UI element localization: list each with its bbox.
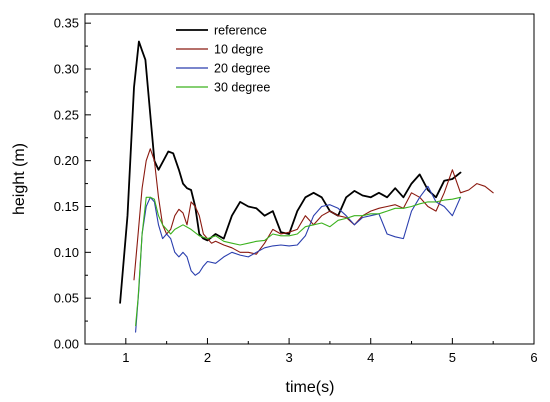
series-line-1 bbox=[119, 40, 462, 304]
y-tick-label: 0.30 bbox=[54, 62, 79, 77]
plot-frame bbox=[84, 13, 535, 345]
x-tick-label: 2 bbox=[204, 350, 211, 365]
y-tick-label: 0.05 bbox=[54, 291, 79, 306]
legend-label-2: 10 degre bbox=[214, 43, 263, 57]
y-tick-label: 0.10 bbox=[54, 245, 79, 260]
legend-label-1: reference bbox=[214, 24, 267, 38]
x-tick-label: 5 bbox=[449, 350, 456, 365]
x-tick-label: 1 bbox=[122, 350, 129, 365]
series-line-4 bbox=[135, 196, 462, 327]
x-tick-label: 3 bbox=[285, 350, 292, 365]
axes-layer: 1 2 3 4 5 6 0.00 0.05 0.10 0.15 0.20 0.25 0.30 0.35 bbox=[54, 16, 538, 365]
y-tick-label: 0.25 bbox=[54, 107, 79, 122]
legend: reference 10 degre 20 degree 30 degree bbox=[176, 24, 270, 95]
y-axis-label: height (m) bbox=[11, 143, 28, 215]
y-tick-label: 0.35 bbox=[54, 16, 79, 31]
y-tick-label: 0.15 bbox=[54, 199, 79, 214]
series-layer bbox=[119, 40, 494, 333]
x-axis-label: time(s) bbox=[286, 379, 335, 396]
legend-label-4: 30 degree bbox=[214, 81, 270, 95]
x-tick-label: 4 bbox=[367, 350, 374, 365]
y-tick-label: 0.00 bbox=[54, 337, 79, 352]
series-line-3 bbox=[135, 185, 462, 333]
x-tick-label: 6 bbox=[530, 350, 537, 365]
y-tick-label: 0.20 bbox=[54, 153, 79, 168]
legend-label-3: 20 degree bbox=[214, 62, 270, 76]
